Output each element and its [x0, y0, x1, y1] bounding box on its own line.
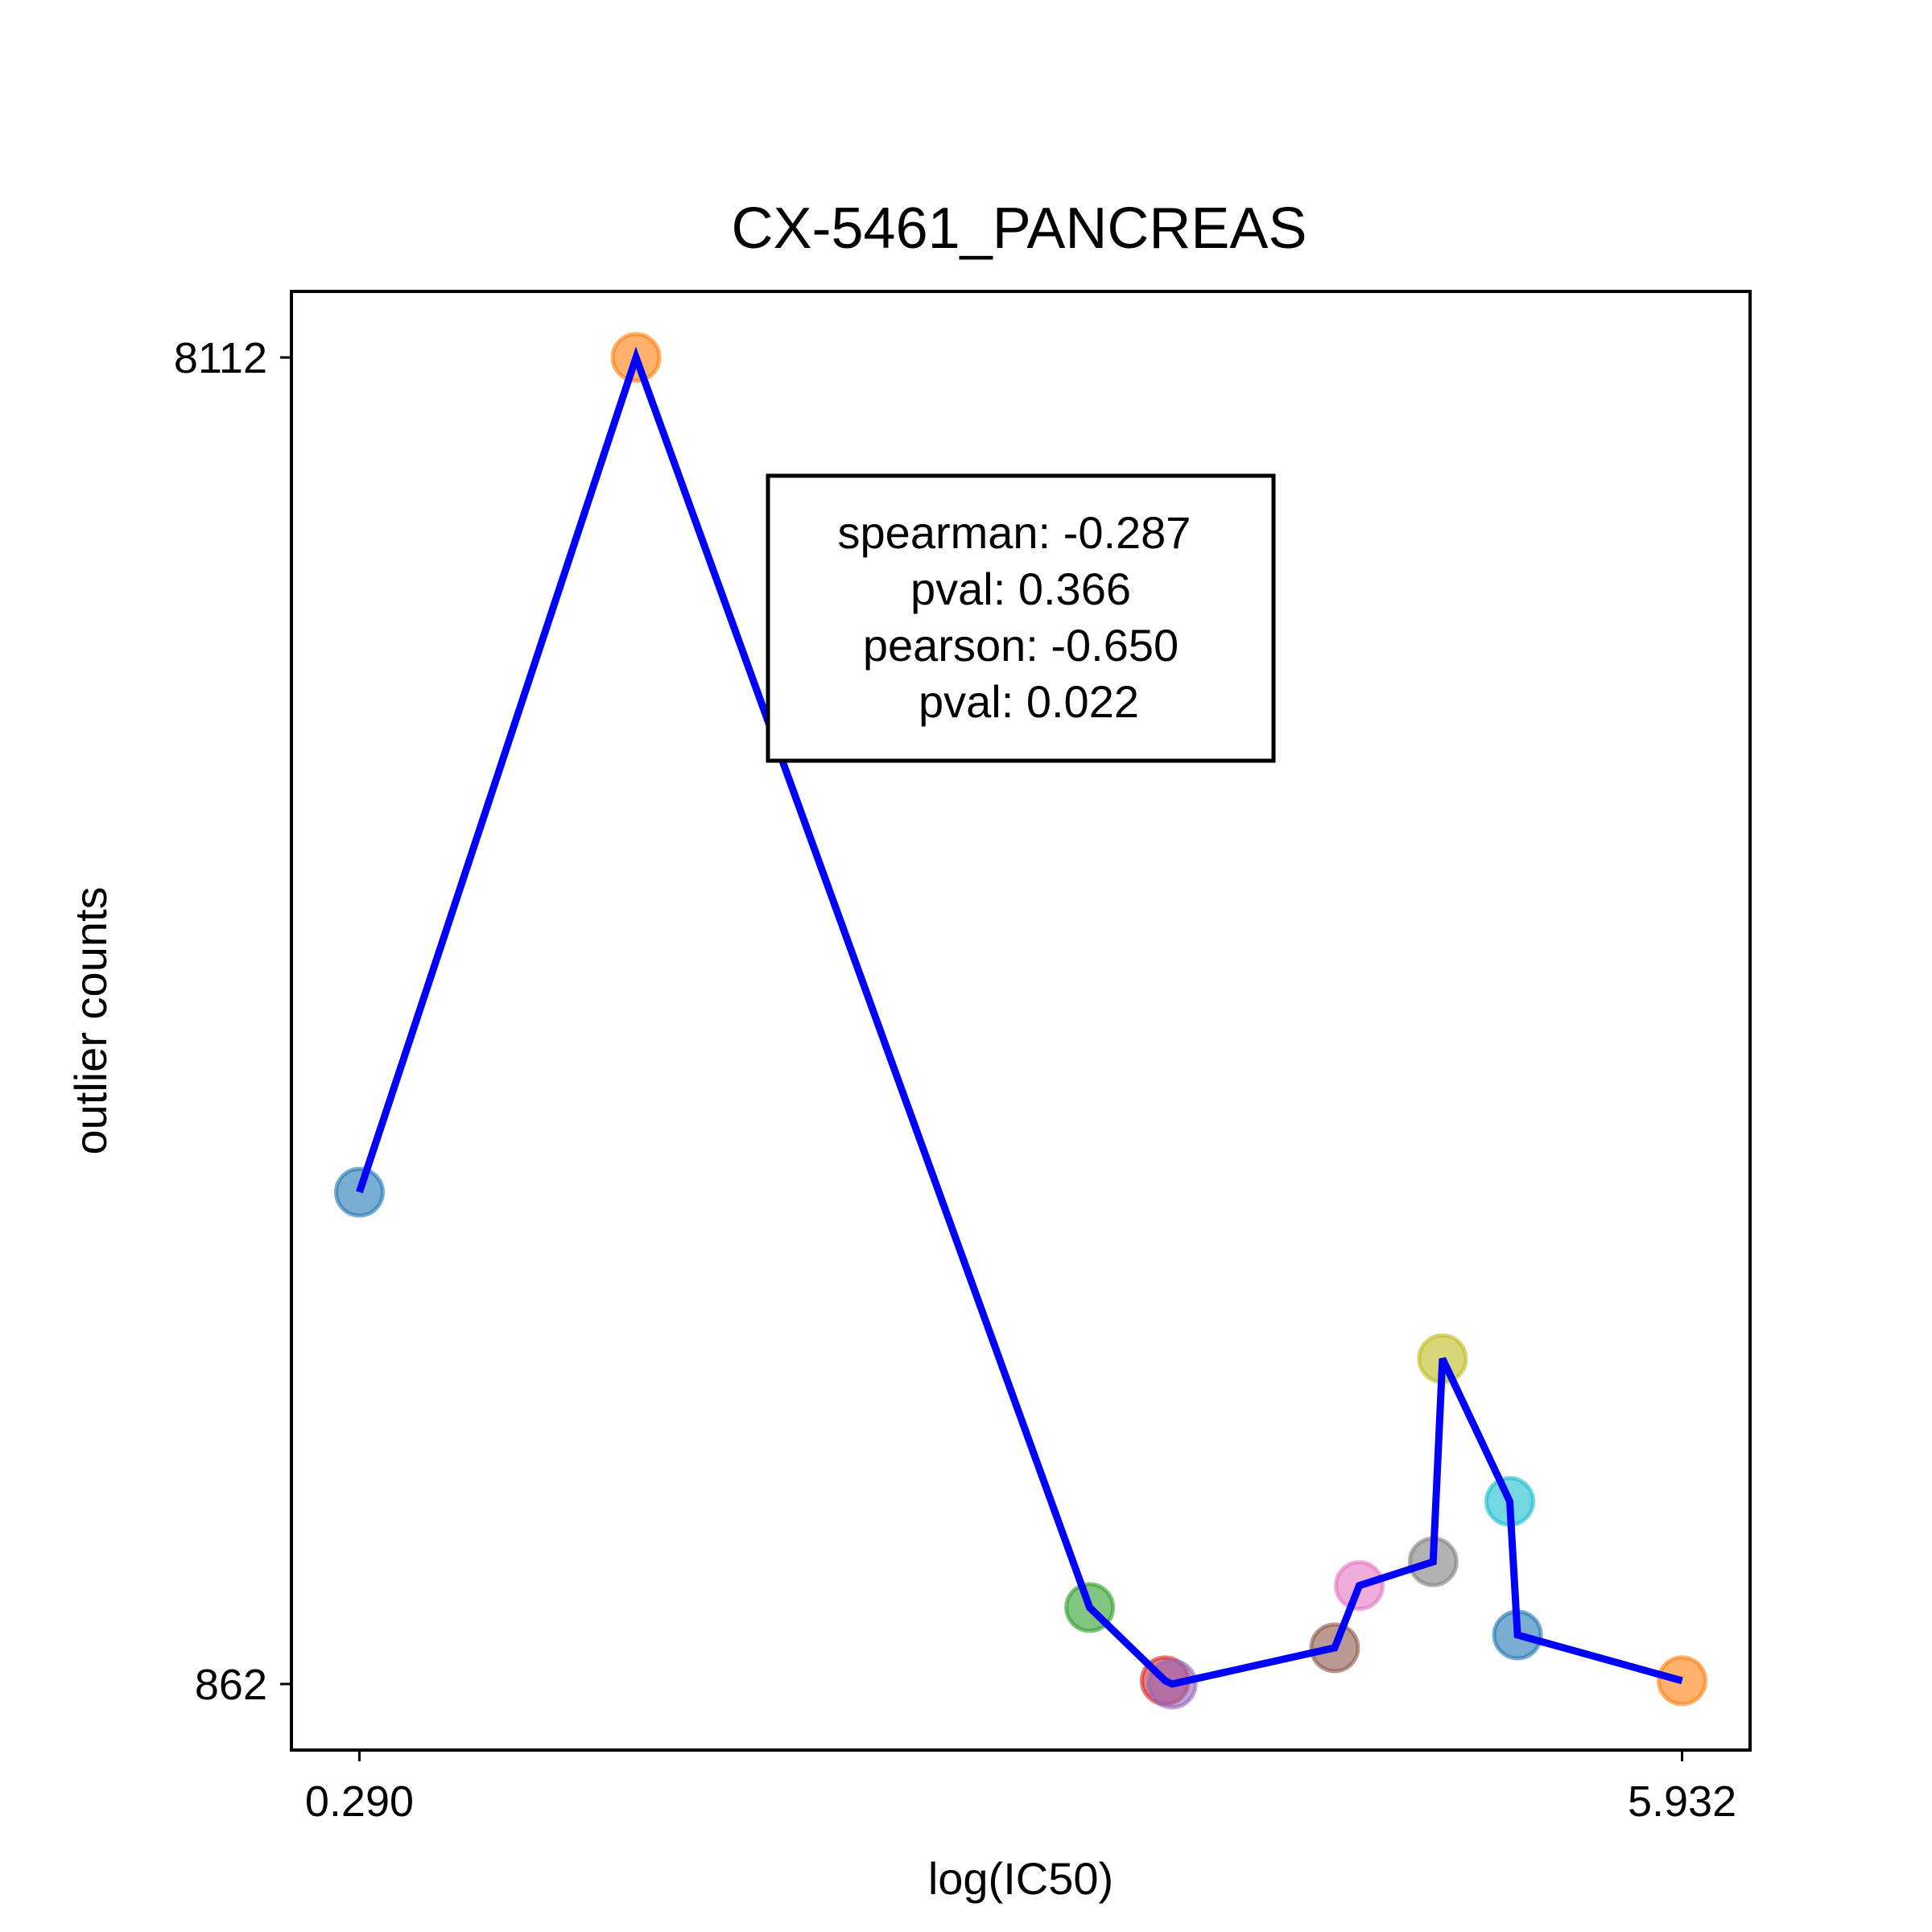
stats-spearman: spearman: -0.287	[838, 507, 1191, 558]
plot-frame	[290, 290, 1752, 1752]
stats-pearson: pearson: -0.650	[863, 620, 1179, 671]
stats-box-frame	[766, 473, 1276, 763]
series-layer	[333, 332, 1708, 1710]
series-line	[356, 346, 1683, 1688]
x-axis-label: log(IC50)	[928, 1853, 1113, 1904]
x-tick-label-1: 0.290	[305, 1777, 414, 1826]
stats-box: spearman: -0.287 pval: 0.366 pearson: -0…	[766, 473, 1276, 763]
stats-pearson-pval: pval: 0.022	[919, 676, 1139, 727]
ticks-layer: 0.290 5.932 8112 862	[174, 334, 1736, 1826]
stats-spearman-pval: pval: 0.366	[910, 564, 1131, 614]
x-tick-label-2: 5.932	[1628, 1777, 1736, 1826]
y-tick-label-1: 8112	[174, 334, 267, 382]
chart-title: CX-5461_PANCREAS	[732, 196, 1307, 261]
y-axis-label: outlier counts	[65, 886, 116, 1154]
y-tick-label-2: 862	[195, 1661, 267, 1709]
